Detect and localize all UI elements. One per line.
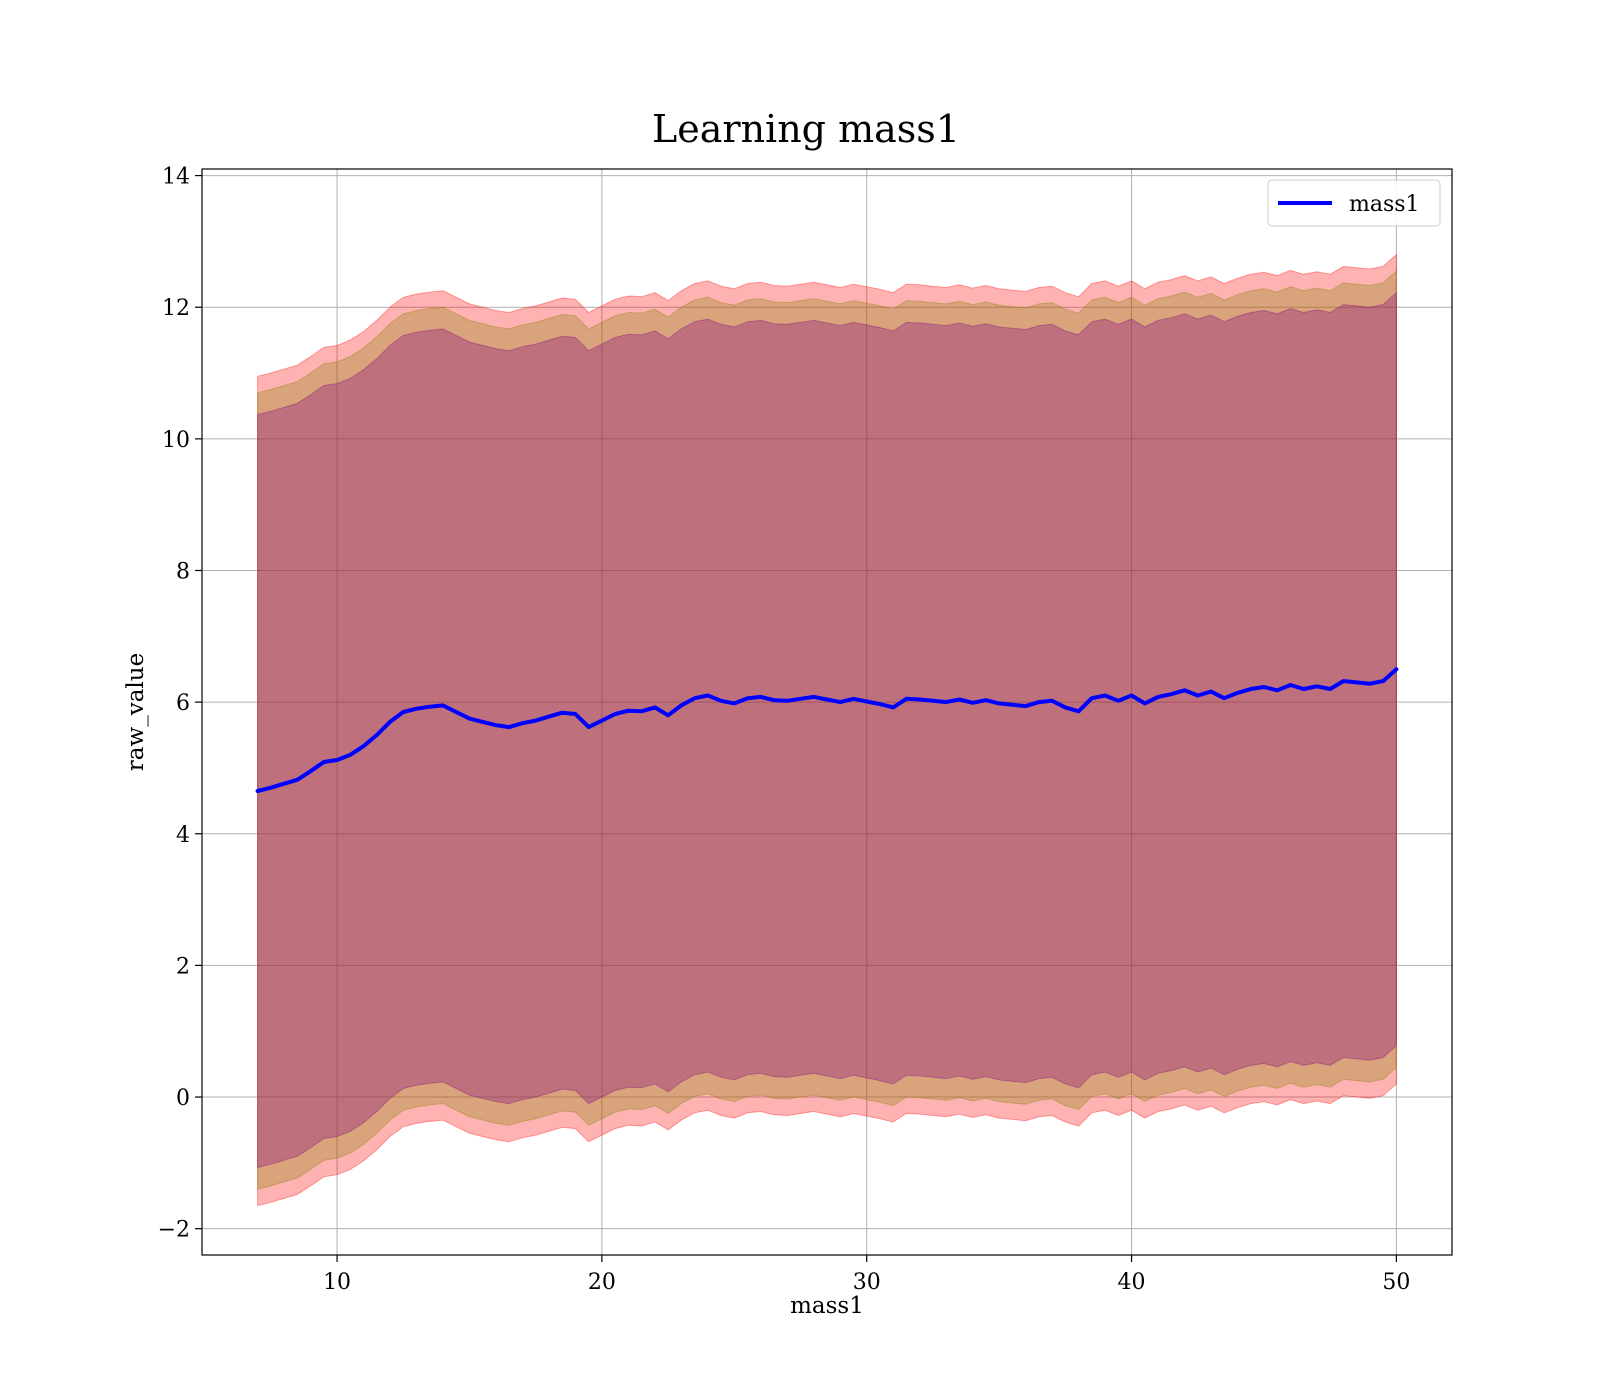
chart-title: Learning mass1 [652,107,960,151]
y-tick-label: 0 [176,1086,190,1111]
plot-frame [201,168,1453,1256]
legend-box [1267,179,1441,227]
band-middle [257,269,1397,1190]
y-tick-label: 4 [176,823,190,848]
legend: mass1 [1267,179,1441,227]
x-tick-label: 40 [1118,1270,1146,1295]
y-tick-label: 14 [162,165,190,190]
band-outer [257,253,1397,1207]
y-tick-label: 10 [162,428,190,453]
series-line-mass1 [255,667,1399,793]
y-tick-label: 2 [176,954,190,979]
line-layer [255,667,1399,793]
y-tick-label: −2 [158,1218,190,1243]
y-axis-label: raw_value [123,653,149,771]
y-tick-label: 12 [162,296,190,321]
x-tick-label: 10 [323,1270,351,1295]
x-axis-label: mass1 [790,1293,864,1319]
y-tick-label: 8 [176,559,190,584]
band-layer [257,253,1397,1207]
x-tick-label: 20 [588,1270,616,1295]
x-tick-label: 30 [853,1270,881,1295]
legend-entry-mass1: mass1 [1349,192,1420,217]
x-tick-label: 50 [1382,1270,1410,1295]
grid-layer [202,169,1452,1255]
band-inner [257,291,1397,1169]
tick-layer: 10 20 30 40 50 −2 0 2 4 6 8 10 12 14 [158,165,1411,1295]
y-tick-label: 6 [176,691,190,716]
